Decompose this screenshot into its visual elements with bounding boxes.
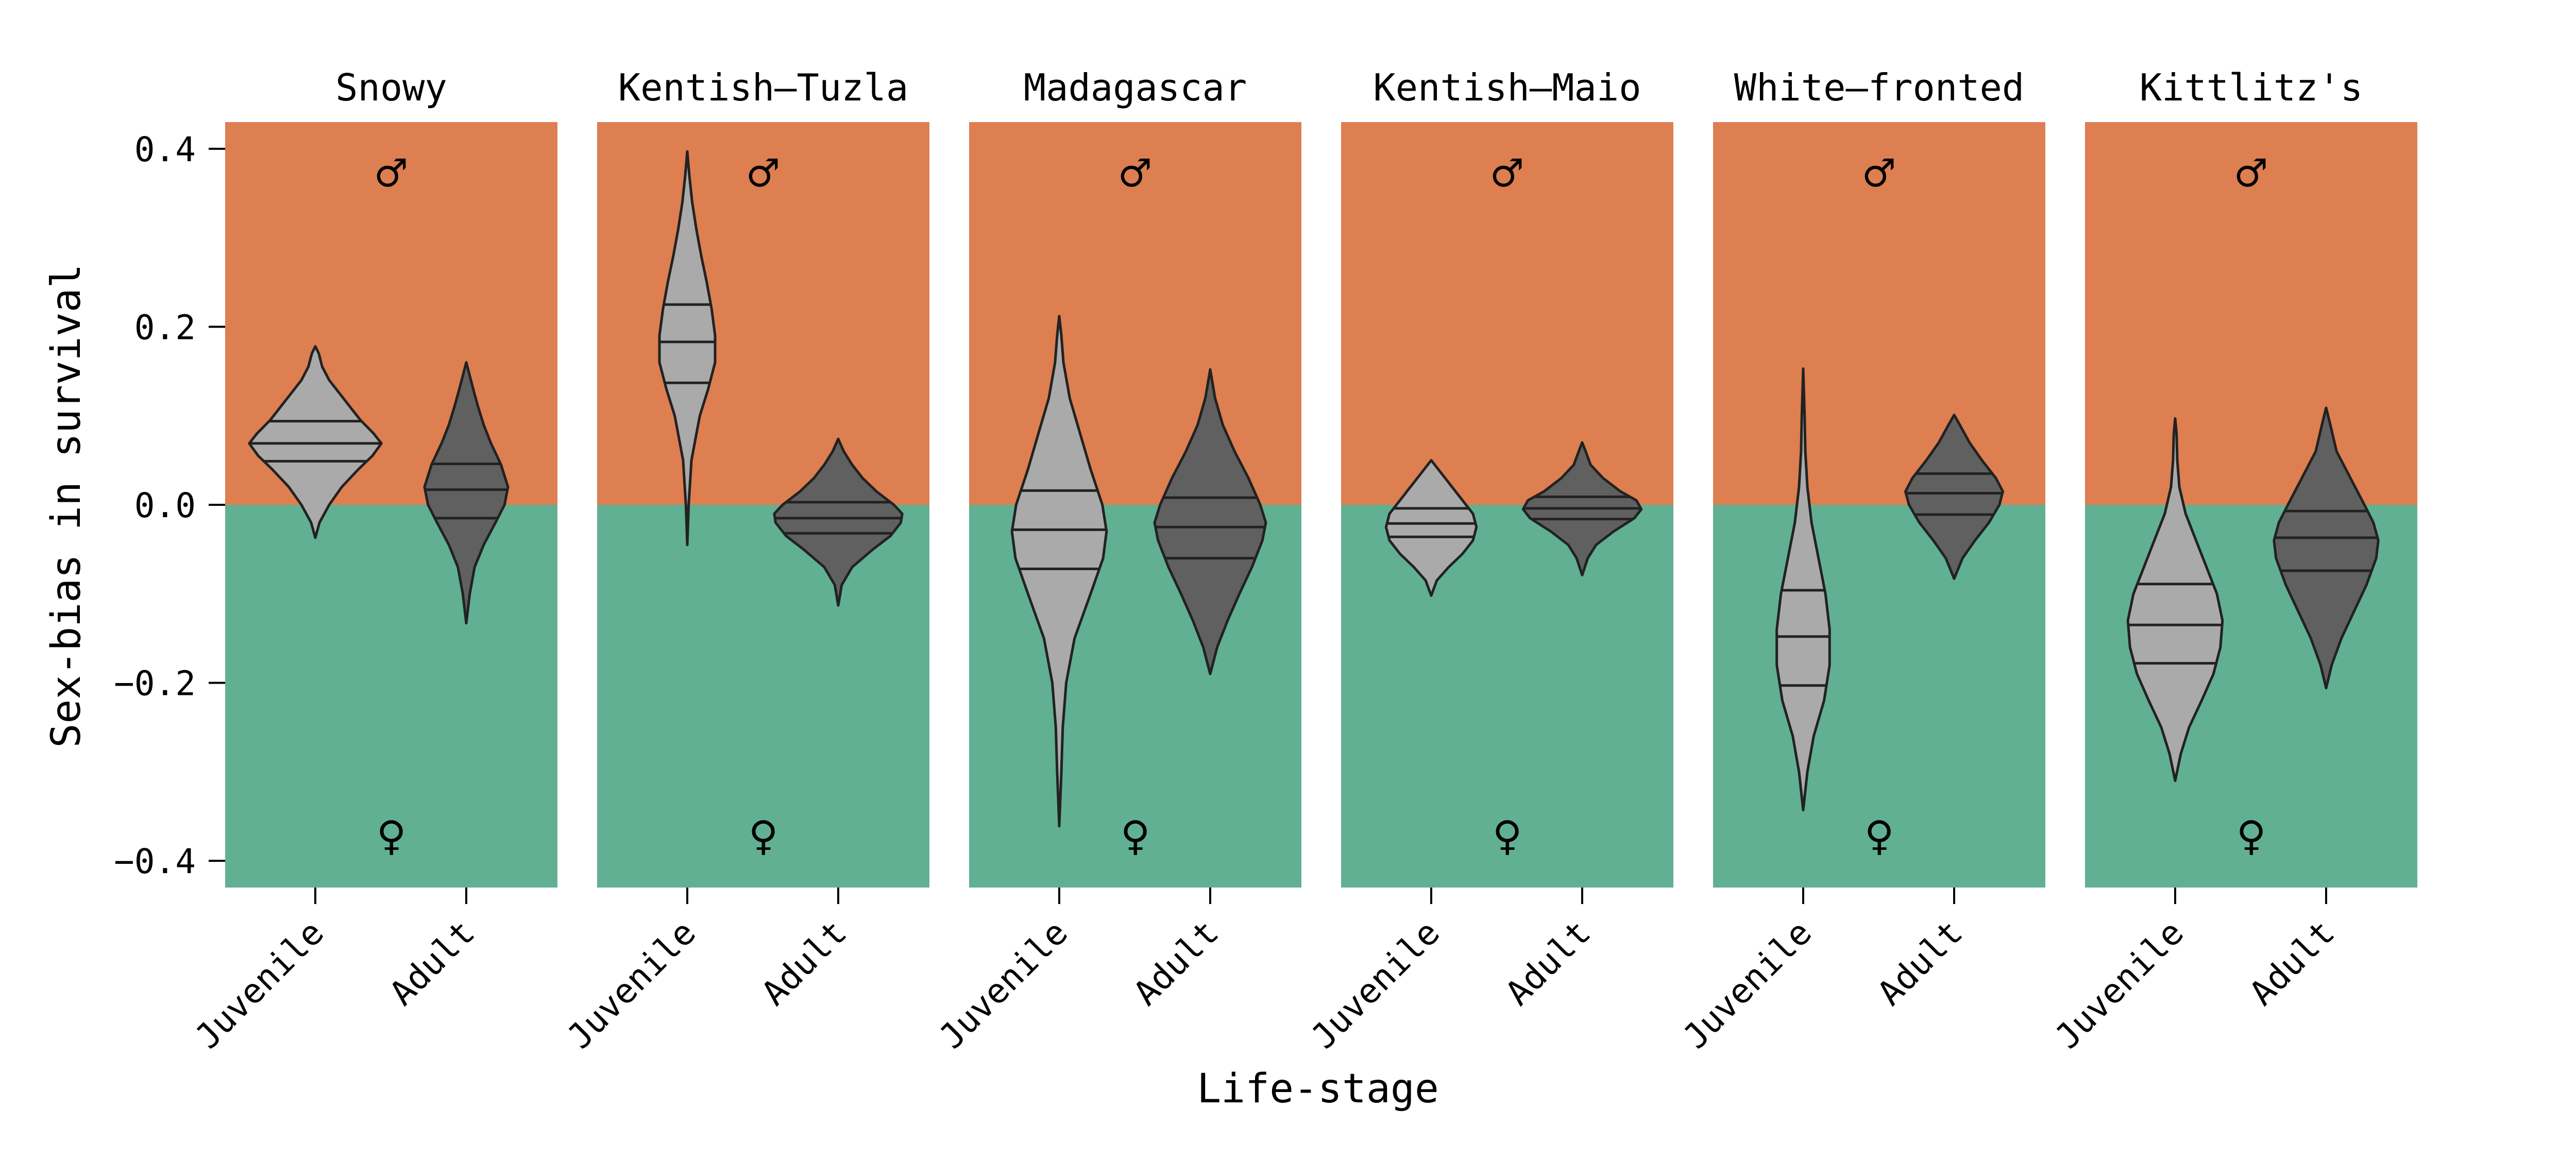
panel: Kentish–Tuzla ♂ ♀ Juvenile Adult bbox=[560, 66, 929, 1056]
female-symbol: ♀ bbox=[1865, 807, 1894, 864]
male-symbol: ♂ bbox=[2236, 145, 2266, 202]
panel: Snowy ♂ ♀ Juvenile Adult bbox=[188, 66, 557, 1056]
violin-adult bbox=[773, 437, 904, 607]
male-symbol: ♂ bbox=[1865, 145, 1894, 202]
x-tick-label: Juvenile bbox=[1675, 913, 1819, 1056]
violin-juvenile bbox=[248, 345, 383, 539]
y-tick-label: 0.4 bbox=[134, 130, 196, 169]
female-bias-region bbox=[1713, 505, 2045, 888]
x-tick-label: Adult bbox=[1498, 913, 1598, 1013]
y-axis-label: Sex-bias in survival bbox=[43, 264, 90, 747]
x-axis-label: Life-stage bbox=[1197, 1066, 1439, 1112]
male-symbol: ♂ bbox=[749, 145, 778, 202]
panels-group: Snowy ♂ ♀ Juvenile Adult Kentish–Tuzla ♂ ♀ Juven… bbox=[188, 66, 2417, 1056]
x-tick-label: Juvenile bbox=[188, 913, 331, 1056]
x-tick-label: Adult bbox=[1870, 913, 1970, 1013]
male-bias-region bbox=[1713, 122, 2045, 505]
y-tick-label: 0.2 bbox=[134, 308, 196, 347]
panel: Kentish–Maio ♂ ♀ Juvenile Adult bbox=[1303, 66, 1673, 1056]
female-bias-region bbox=[597, 505, 929, 888]
violin-juvenile bbox=[2126, 417, 2224, 782]
violin-adult bbox=[1153, 368, 1267, 675]
x-tick-label: Juvenile bbox=[931, 913, 1075, 1056]
female-symbol: ♀ bbox=[749, 807, 778, 864]
female-symbol: ♀ bbox=[377, 807, 406, 864]
female-symbol: ♀ bbox=[1121, 807, 1150, 864]
female-bias-region bbox=[225, 505, 557, 888]
violin-juvenile bbox=[1384, 459, 1478, 597]
panel-title: Kittlitz's bbox=[2140, 66, 2363, 109]
panel-title: Kentish–Tuzla bbox=[618, 66, 909, 109]
violin-juvenile bbox=[1010, 315, 1108, 828]
male-bias-region bbox=[597, 122, 929, 505]
y-tick-label: −0.2 bbox=[114, 664, 196, 704]
male-bias-region bbox=[2085, 122, 2417, 505]
y-axis: 0.4 0.2 0.0 −0.2 −0.4 bbox=[114, 130, 225, 881]
panel-title: Kentish–Maio bbox=[1373, 66, 1641, 109]
x-tick-label: Juvenile bbox=[560, 913, 703, 1056]
panel: Madagascar ♂ ♀ Juvenile Adult bbox=[931, 66, 1301, 1056]
x-tick-label: Adult bbox=[1126, 913, 1226, 1013]
violin-adult bbox=[423, 361, 510, 625]
female-symbol: ♀ bbox=[1493, 807, 1522, 864]
male-bias-region bbox=[1341, 122, 1673, 505]
panel: White–fronted ♂ ♀ Juvenile Adult bbox=[1675, 66, 2045, 1056]
male-symbol: ♂ bbox=[377, 145, 406, 202]
y-tick-label: −0.4 bbox=[114, 842, 196, 881]
female-bias-region bbox=[1341, 505, 1673, 888]
male-symbol: ♂ bbox=[1121, 145, 1150, 202]
x-tick-label: Juvenile bbox=[2047, 913, 2191, 1056]
x-tick-label: Adult bbox=[2242, 913, 2342, 1013]
x-tick-label: Juvenile bbox=[1303, 913, 1447, 1056]
male-symbol: ♂ bbox=[1493, 145, 1522, 202]
male-bias-region bbox=[969, 122, 1301, 505]
female-symbol: ♀ bbox=[2236, 807, 2266, 864]
violin-adult bbox=[1904, 414, 2004, 580]
panel-title: Snowy bbox=[335, 66, 447, 109]
x-tick-label: Adult bbox=[382, 913, 482, 1013]
violin-juvenile bbox=[658, 150, 717, 547]
panel: Kittlitz's ♂ ♀ Juvenile Adult bbox=[2047, 66, 2417, 1056]
y-tick-label: 0.0 bbox=[134, 486, 196, 525]
panel-title: White–fronted bbox=[1734, 66, 2025, 109]
x-tick-label: Adult bbox=[754, 913, 854, 1013]
violin-adult bbox=[2273, 406, 2380, 690]
panel-title: Madagascar bbox=[1024, 66, 1247, 109]
